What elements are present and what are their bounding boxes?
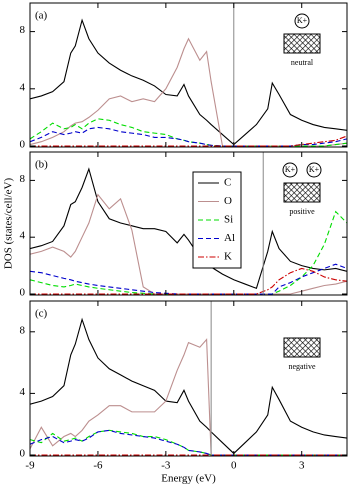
y-tick-label: 0 <box>20 448 26 460</box>
series-line <box>30 210 347 295</box>
ion-label: K+ <box>297 16 308 25</box>
series-line <box>30 263 347 295</box>
substrate <box>283 182 321 203</box>
ion-circle <box>306 162 322 178</box>
x-tick-label: 3 <box>299 460 305 472</box>
inset-label: positive <box>289 207 315 216</box>
frame <box>29 300 348 457</box>
panel-label: (a) <box>35 10 48 22</box>
panel-label: (c) <box>35 308 48 320</box>
y-tick-label: 4 <box>20 230 26 242</box>
frame <box>29 2 348 148</box>
series-line <box>30 317 347 455</box>
x-tick-label: -3 <box>161 460 171 472</box>
legend-label: Si <box>224 214 233 226</box>
series-line <box>30 37 347 147</box>
series-line <box>30 167 347 290</box>
ion-label: K+ <box>309 165 320 174</box>
y-tick-label: 0 <box>20 139 26 151</box>
x-tick-label: -9 <box>25 460 35 472</box>
y-axis-label: DOS (states/cell/eV) <box>3 177 15 269</box>
ion-label: K+ <box>285 165 296 174</box>
y-tick-label: 0 <box>20 287 26 299</box>
series-line <box>30 193 347 295</box>
y-tick-label: 4 <box>20 81 26 93</box>
y-tick-label: 8 <box>20 24 26 36</box>
y-tick-label: 4 <box>20 386 26 398</box>
series-line <box>30 18 347 146</box>
inset-label: neutral <box>291 58 314 67</box>
y-tick-label: 8 <box>20 324 26 336</box>
inset-label: negative <box>288 362 316 371</box>
legend-label: K <box>224 251 232 263</box>
series-line <box>30 267 347 295</box>
x-tick-label: 0 <box>231 460 237 472</box>
legend-label: C <box>224 177 231 189</box>
frame <box>29 151 348 296</box>
series-line <box>30 135 347 147</box>
legend-label: Al <box>224 232 235 244</box>
series-line <box>30 126 347 147</box>
legend-label: O <box>224 195 232 207</box>
ion-circle <box>282 162 298 178</box>
x-tick-label: -6 <box>93 460 103 472</box>
y-tick-label: 8 <box>20 173 26 185</box>
ion-circle <box>294 13 310 29</box>
substrate <box>283 337 321 358</box>
x-axis-label: Energy (eV) <box>161 473 216 485</box>
panel-label: (b) <box>35 159 48 171</box>
substrate <box>283 33 321 54</box>
